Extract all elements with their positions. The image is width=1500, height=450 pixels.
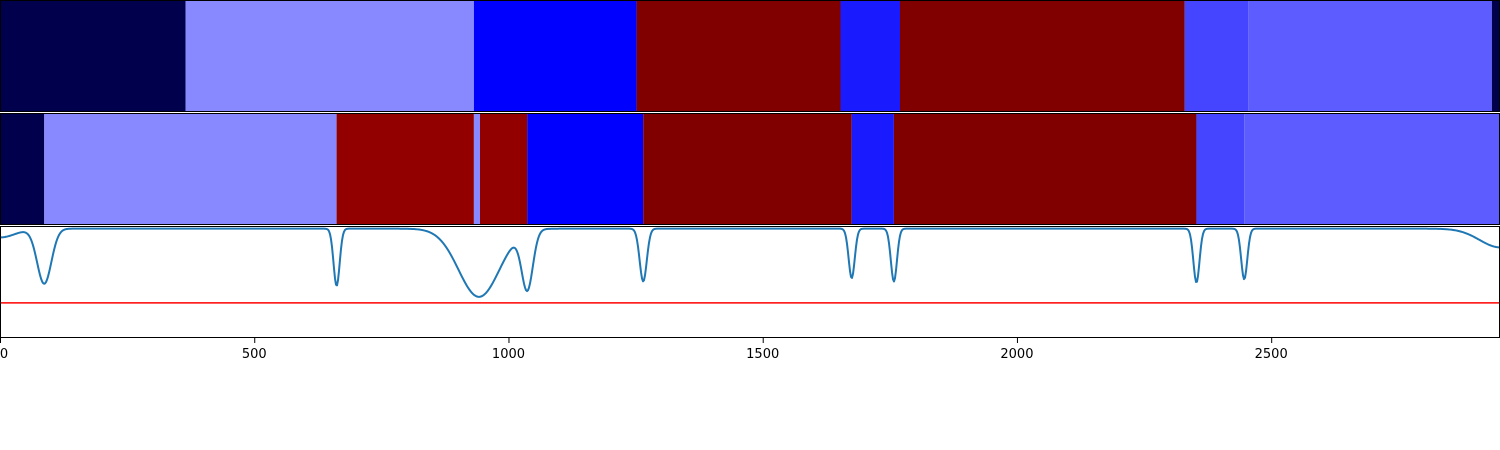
- x-tick-label-2500: 2500: [1255, 347, 1288, 362]
- row-2-segment-8: [851, 114, 894, 225]
- row-2-segment-6: [527, 114, 644, 225]
- signal-panel: [0, 226, 1500, 338]
- signal-panel-background: [0, 226, 1500, 338]
- x-tick-label-1000: 1000: [492, 347, 525, 362]
- row-2-segment-3: [336, 114, 474, 225]
- segmentation-row-2: [0, 114, 1500, 225]
- row-1-segment-2: [185, 1, 474, 112]
- row-2-segment-7: [643, 114, 852, 225]
- x-tick-label-500: 500: [242, 347, 267, 362]
- x-tick-label-1500: 1500: [746, 347, 779, 362]
- row-1-segment-5: [840, 1, 900, 112]
- row-1-segment-7: [1184, 1, 1249, 112]
- row-2-segment-5: [480, 114, 528, 225]
- row-2-segment-2: [44, 114, 337, 225]
- row-2-segment-1: [0, 114, 45, 225]
- x-axis: 0 500 1000 1500 2000 2500: [0, 338, 1288, 362]
- segmentation-row-1: [0, 1, 1500, 112]
- row-1-segment-1: [0, 1, 186, 112]
- x-tick-label-0: 0: [0, 347, 8, 362]
- signal-line: [0, 227, 1500, 298]
- x-tick-label-2000: 2000: [1000, 347, 1033, 362]
- row-1-segment-8: [1248, 1, 1492, 112]
- row-1-segment-4: [636, 1, 841, 112]
- row-1-segment-6: [900, 1, 1185, 112]
- row-1-segment-9: [1491, 1, 1500, 112]
- row-2-segment-10: [1196, 114, 1245, 225]
- row-2-segment-4: [473, 114, 480, 225]
- row-2-segment-9: [893, 114, 1197, 225]
- row-1-segment-3: [473, 1, 637, 112]
- row-2-segment-11: [1244, 114, 1500, 225]
